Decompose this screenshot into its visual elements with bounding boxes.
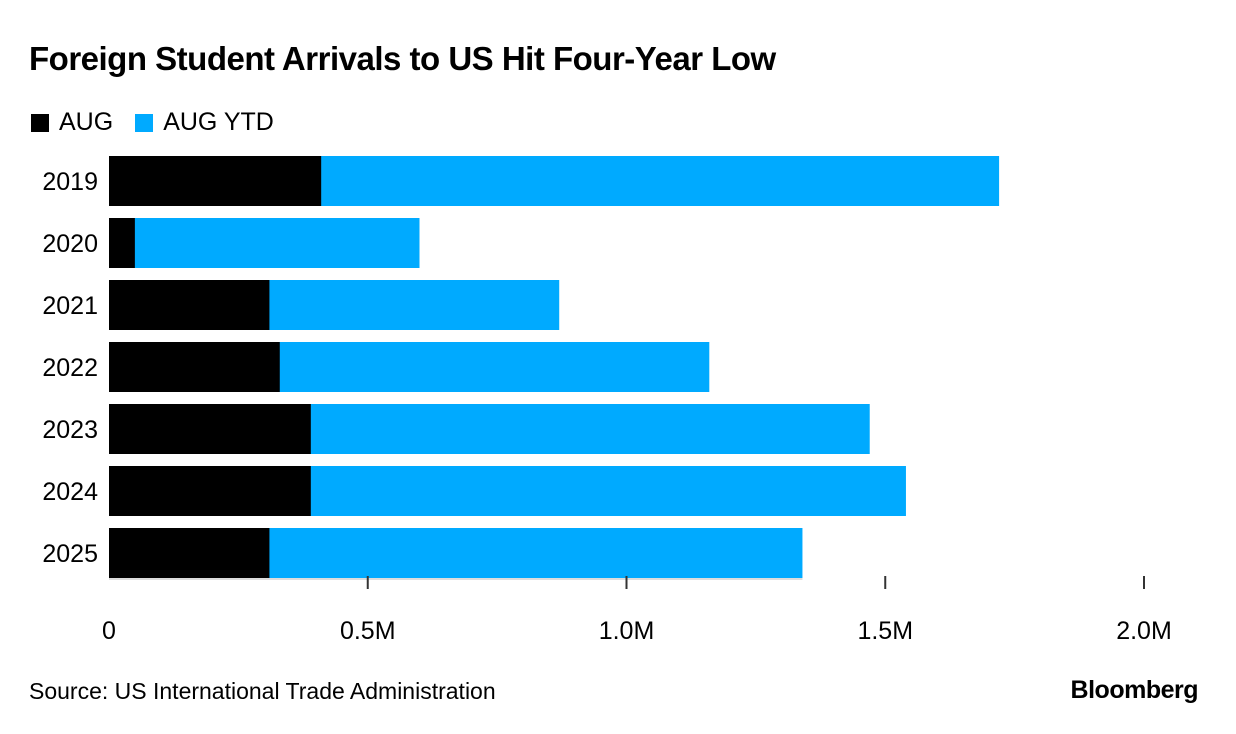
chart-title: Foreign Student Arrivals to US Hit Four-… (29, 40, 776, 77)
y-tick-label-2021: 2021 (42, 292, 98, 320)
x-tick-label-4: 2.0M (1116, 617, 1172, 645)
bar-aug-2022 (109, 342, 280, 392)
x-tick-label-3: 1.5M (857, 617, 913, 645)
bar-aug-2021 (109, 280, 270, 330)
bar-aug-2025 (109, 528, 270, 578)
brand-logo: Bloomberg (1070, 676, 1199, 704)
legend-item-aug: AUG (31, 108, 113, 137)
y-tick-label-2023: 2023 (42, 416, 98, 444)
x-tick-label-0: 0 (102, 617, 116, 645)
bar-aug-ytd-2020 (109, 218, 420, 268)
bar-aug-2023 (109, 404, 311, 454)
legend-label-aug-ytd: AUG YTD (163, 108, 274, 136)
legend: AUG AUG YTD (31, 108, 296, 137)
legend-swatch-aug (31, 113, 49, 132)
legend-item-aug-ytd: AUG YTD (135, 108, 274, 137)
y-tick-label-2019: 2019 (42, 168, 98, 196)
x-tick-label-1: 0.5M (340, 617, 396, 645)
source-note: Source: US International Trade Administr… (29, 678, 496, 704)
legend-label-aug: AUG (59, 108, 114, 136)
y-tick-label-2020: 2020 (42, 230, 98, 258)
y-tick-label-2025: 2025 (42, 540, 98, 568)
legend-swatch-aug-ytd (135, 113, 154, 132)
y-tick-label-2024: 2024 (42, 478, 98, 506)
y-tick-label-2022: 2022 (42, 354, 98, 382)
bar-aug-2019 (109, 156, 322, 206)
bar-aug-2020 (109, 218, 135, 268)
bar-aug-2024 (109, 466, 311, 516)
x-tick-label-2: 1.0M (599, 617, 655, 645)
